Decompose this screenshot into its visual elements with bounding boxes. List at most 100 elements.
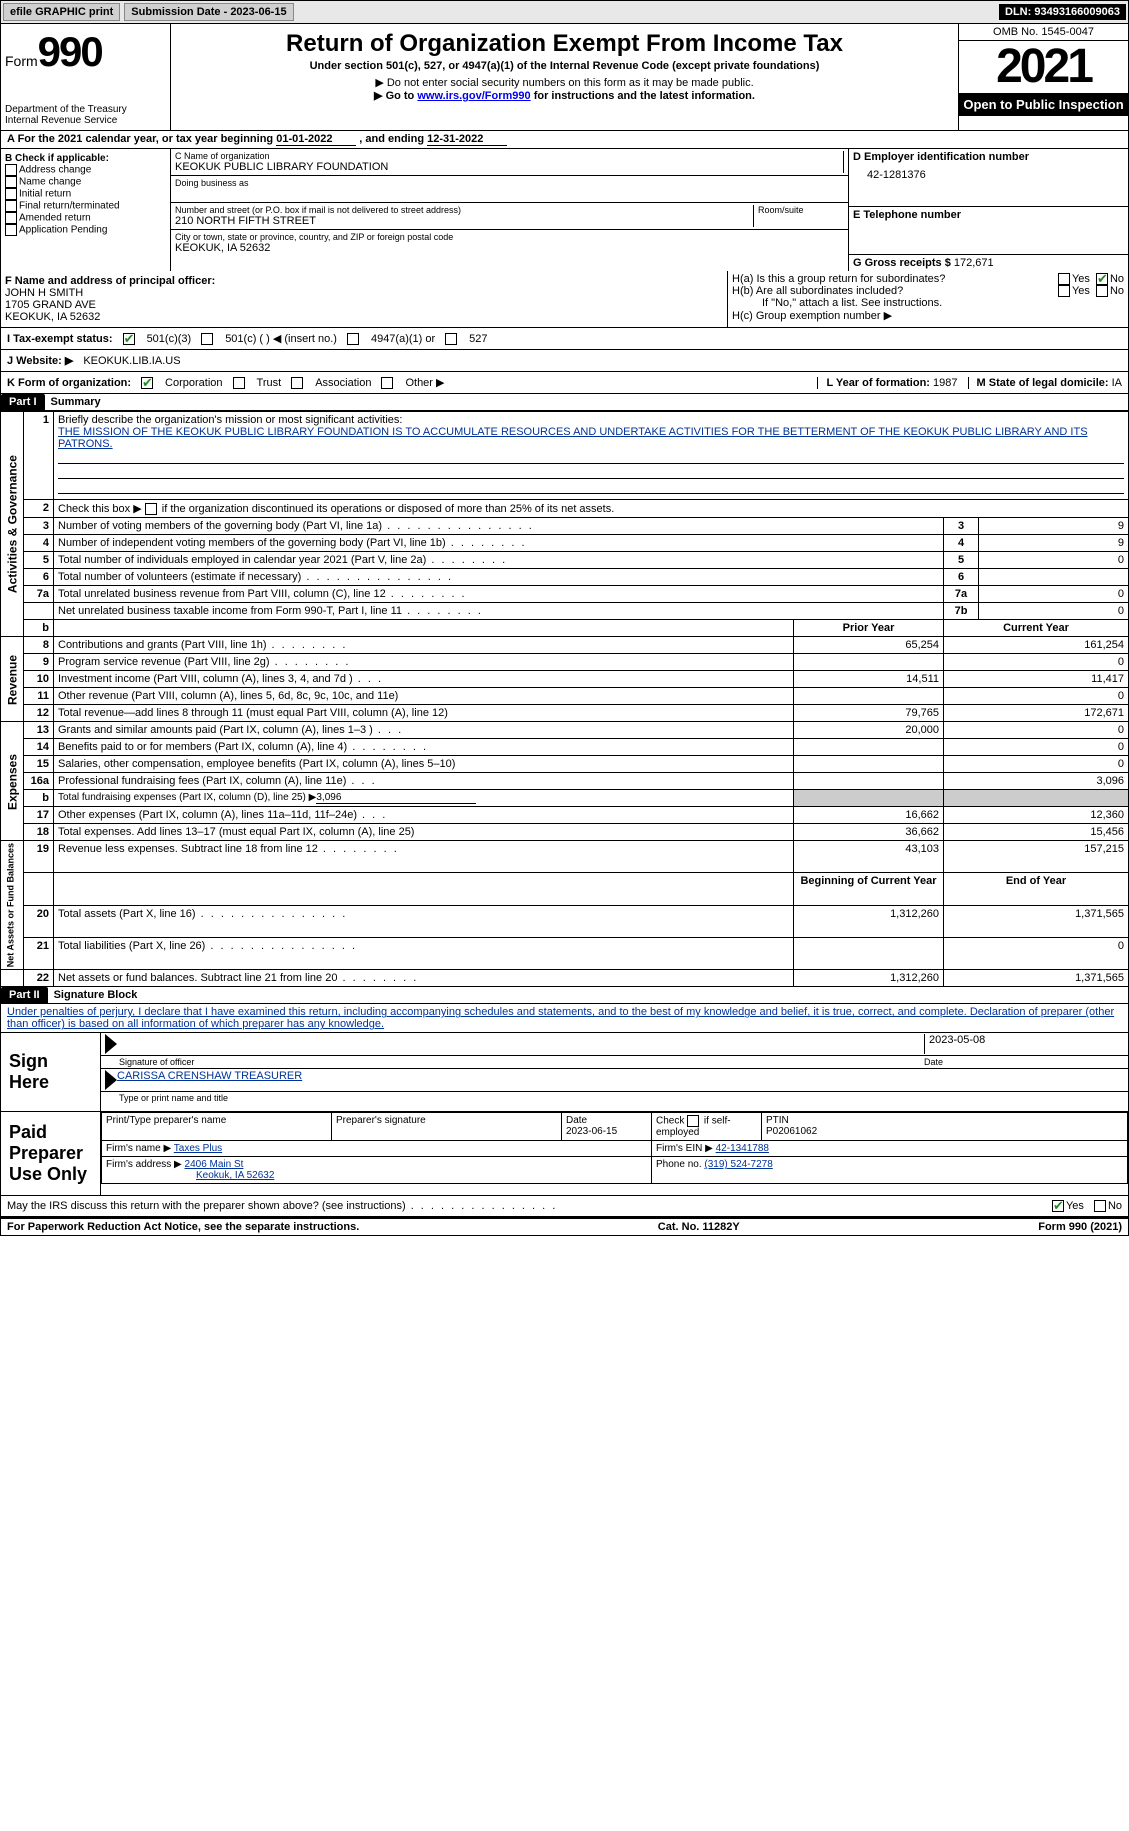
firm-addr1: 2406 Main St xyxy=(185,1159,244,1170)
hb-yes-checkbox[interactable] xyxy=(1058,285,1070,297)
cb-corp[interactable] xyxy=(141,377,153,389)
l14-prior xyxy=(794,739,944,756)
arrow-icon-2 xyxy=(105,1070,117,1090)
submission-date-button[interactable]: Submission Date - 2023-06-15 xyxy=(124,3,293,21)
ein-value: 42-1281376 xyxy=(853,163,1124,181)
j-label: J Website: ▶ xyxy=(7,354,73,367)
l18-text: Total expenses. Add lines 13–17 (must eq… xyxy=(58,826,414,838)
l7b-text: Net unrelated business taxable income fr… xyxy=(58,605,483,617)
type-name-label: Type or print name and title xyxy=(101,1092,1128,1104)
tax-year-begin: 01-01-2022 xyxy=(276,133,356,146)
cb-527[interactable] xyxy=(445,333,457,345)
l4-text: Number of independent voting members of … xyxy=(58,537,527,549)
hb-yes: Yes xyxy=(1072,285,1090,297)
k-label: K Form of organization: xyxy=(7,377,131,389)
tax-year: 2021 xyxy=(959,41,1128,93)
firm-ein-value: 42-1341788 xyxy=(716,1143,769,1154)
firm-ein-label: Firm's EIN ▶ xyxy=(656,1143,713,1154)
l13-curr: 0 xyxy=(944,722,1129,739)
part-ii-title: Signature Block xyxy=(48,987,144,1003)
may-irs-no-checkbox[interactable] xyxy=(1094,1200,1106,1212)
501c-other-label: 501(c) ( ) ◀ (insert no.) xyxy=(225,332,337,345)
section-fh: F Name and address of principal officer:… xyxy=(0,271,1129,328)
row-a-prefix: A For the 2021 calendar year, or tax yea… xyxy=(7,133,276,145)
col-b-checkboxes: B Check if applicable: Address change Na… xyxy=(1,149,171,271)
l17-curr: 12,360 xyxy=(944,807,1129,824)
ha-no-checkbox[interactable] xyxy=(1096,273,1108,285)
form-number: Form990 xyxy=(5,28,166,76)
dept-treasury: Department of the Treasury xyxy=(5,104,166,115)
hb-no-checkbox[interactable] xyxy=(1096,285,1108,297)
cb-other[interactable] xyxy=(381,377,393,389)
hb-no: No xyxy=(1110,285,1124,297)
omb-number: OMB No. 1545-0047 xyxy=(959,24,1128,41)
ha-yes-checkbox[interactable] xyxy=(1058,273,1070,285)
ha-yes: Yes xyxy=(1072,273,1090,285)
open-inspection: Open to Public Inspection xyxy=(959,93,1128,116)
prep-sig-label: Preparer's signature xyxy=(336,1115,426,1126)
501c3-label: 501(c)(3) xyxy=(147,333,192,345)
ha-no: No xyxy=(1110,273,1124,285)
cb-amended[interactable]: Amended return xyxy=(5,212,166,224)
sig-officer-label: Signature of officer xyxy=(119,1057,924,1067)
l9-text: Program service revenue (Part VIII, line… xyxy=(58,656,350,668)
l15-text: Salaries, other compensation, employee b… xyxy=(58,758,455,770)
goto-prefix: ▶ Go to xyxy=(374,90,417,102)
l2-suffix: if the organization discontinued its ope… xyxy=(162,503,615,515)
l19-text: Revenue less expenses. Subtract line 18 … xyxy=(58,843,399,855)
officer-city: KEOKUK, IA 52632 xyxy=(5,311,723,323)
l11-curr: 0 xyxy=(944,688,1129,705)
cb-501c3[interactable] xyxy=(123,333,135,345)
cb-assoc[interactable] xyxy=(291,377,303,389)
4947-label: 4947(a)(1) or xyxy=(371,333,435,345)
footer-cat: Cat. No. 11282Y xyxy=(658,1221,740,1233)
penalties-text: Under penalties of perjury, I declare th… xyxy=(0,1004,1129,1033)
hc-label: H(c) Group exemption number ▶ xyxy=(732,309,1124,322)
footer-form: Form 990 (2021) xyxy=(1038,1221,1122,1233)
sign-here-label: Sign Here xyxy=(1,1033,101,1111)
cb-app-pending[interactable]: Application Pending xyxy=(5,224,166,236)
summary-table: Activities & Governance 1 Briefly descri… xyxy=(0,411,1129,987)
gross-label: G Gross receipts $ xyxy=(853,257,951,269)
efile-print-button[interactable]: efile GRAPHIC print xyxy=(3,3,120,21)
row-klm: K Form of organization: Corporation Trus… xyxy=(0,372,1129,394)
cb-4947[interactable] xyxy=(347,333,359,345)
l10-text: Investment income (Part VIII, column (A)… xyxy=(58,673,383,685)
l-label: L Year of formation: xyxy=(826,377,933,389)
l9-prior xyxy=(794,654,944,671)
m-label: M State of legal domicile: xyxy=(977,377,1112,389)
irs-link[interactable]: www.irs.gov/Form990 xyxy=(417,90,530,102)
year-formation: 1987 xyxy=(933,377,957,389)
l12-text: Total revenue—add lines 8 through 11 (mu… xyxy=(58,707,448,719)
ein-label: D Employer identification number xyxy=(853,151,1124,163)
cb-501c-other[interactable] xyxy=(201,333,213,345)
cb-final-return[interactable]: Final return/terminated xyxy=(5,200,166,212)
l1-mission: THE MISSION OF THE KEOKUK PUBLIC LIBRARY… xyxy=(58,426,1088,450)
part-i-header: Part I Summary xyxy=(0,394,1129,411)
may-irs-text: May the IRS discuss this return with the… xyxy=(7,1200,557,1212)
self-employed-checkbox[interactable] xyxy=(687,1115,699,1127)
may-irs-no: No xyxy=(1108,1200,1122,1212)
l3-text: Number of voting members of the governin… xyxy=(58,520,534,532)
part-ii-badge: Part II xyxy=(1,987,48,1003)
527-label: 527 xyxy=(469,333,487,345)
l11-prior xyxy=(794,688,944,705)
l1-intro: Briefly describe the organization's miss… xyxy=(58,414,402,426)
l16b-prefix: Total fundraising expenses (Part IX, col… xyxy=(58,792,316,803)
l7a-val: 0 xyxy=(979,586,1129,603)
i-label: I Tax-exempt status: xyxy=(7,333,113,345)
l15-curr: 0 xyxy=(944,756,1129,773)
l2-checkbox[interactable] xyxy=(145,503,157,515)
street-label: Number and street (or P.O. box if mail i… xyxy=(175,205,749,215)
cb-address-change[interactable]: Address change xyxy=(5,164,166,176)
cb-trust[interactable] xyxy=(233,377,245,389)
phone-label-paid: Phone no. xyxy=(656,1159,702,1170)
cb-initial-return[interactable]: Initial return xyxy=(5,188,166,200)
col-de: D Employer identification number 42-1281… xyxy=(848,149,1128,271)
footer-left: For Paperwork Reduction Act Notice, see … xyxy=(7,1221,359,1233)
l5-val: 0 xyxy=(979,552,1129,569)
l18-prior: 36,662 xyxy=(794,824,944,841)
may-irs-yes-checkbox[interactable] xyxy=(1052,1200,1064,1212)
cb-name-change[interactable]: Name change xyxy=(5,176,166,188)
l22-prior: 1,312,260 xyxy=(794,970,944,987)
